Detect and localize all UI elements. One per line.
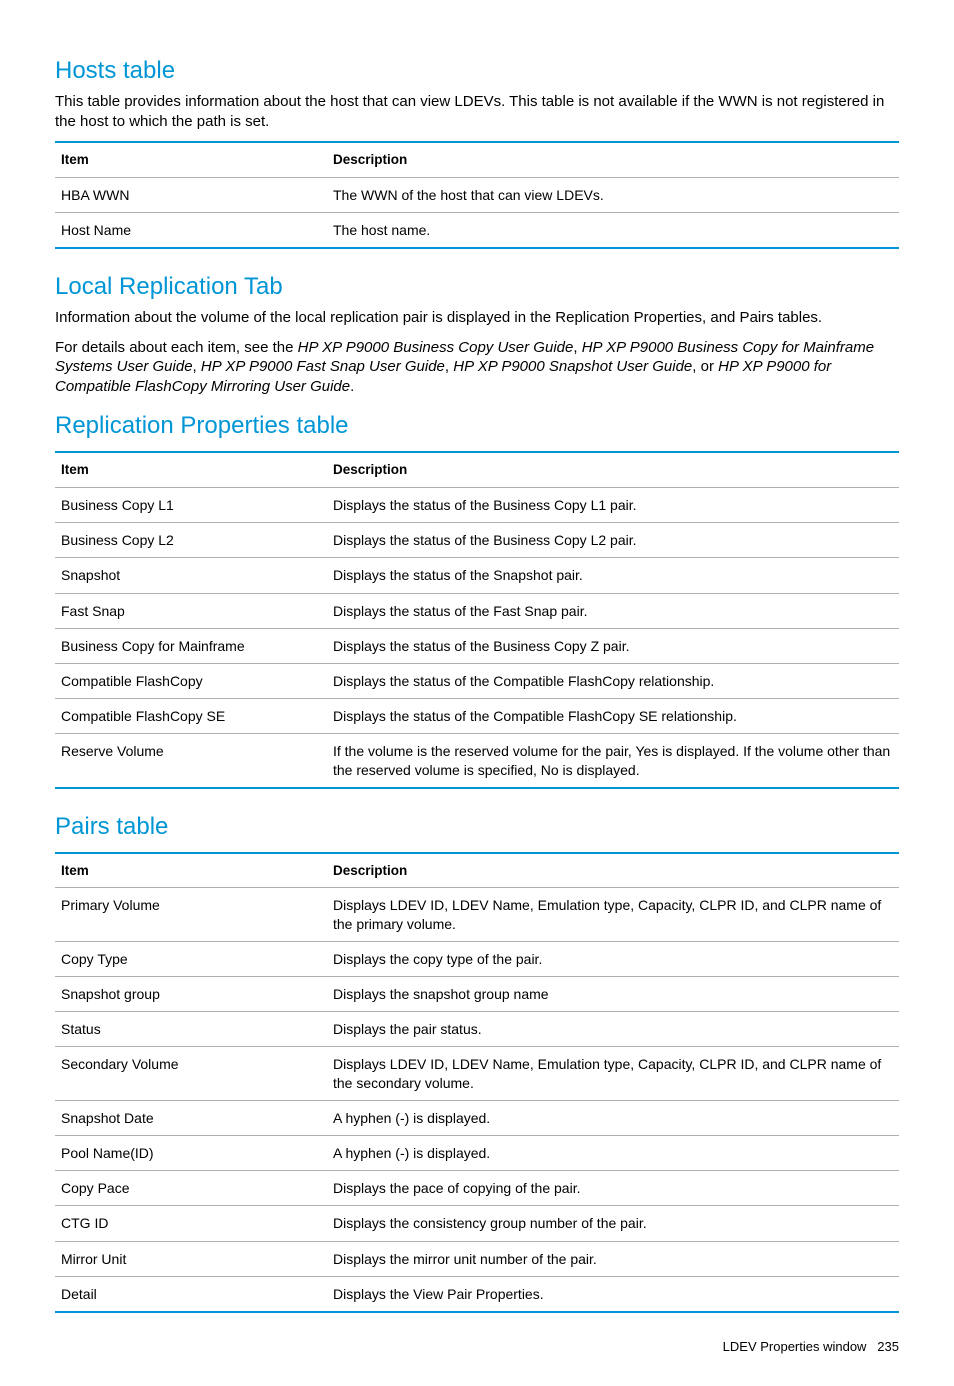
footer-page: 235 <box>877 1339 899 1354</box>
heading-pairs-table: Pairs table <box>55 811 899 842</box>
cell-description: Displays LDEV ID, LDEV Name, Emulation t… <box>327 1047 899 1100</box>
heading-replication-properties: Replication Properties table <box>55 410 899 441</box>
replication-properties-table: Item Description Business Copy L1Display… <box>55 451 899 788</box>
col-description: Description <box>327 142 899 177</box>
table-row: Business Copy L2Displays the status of t… <box>55 523 899 558</box>
cell-description: Displays the status of the Business Copy… <box>327 628 899 663</box>
paragraph-localrep-refs: For details about each item, see the HP … <box>55 338 899 397</box>
table-row: Reserve VolumeIf the volume is the reser… <box>55 734 899 788</box>
cell-description: Displays the pair status. <box>327 1012 899 1047</box>
cell-description: Displays the status of the Snapshot pair… <box>327 558 899 593</box>
cell-item: Snapshot Date <box>55 1100 327 1135</box>
table-row: StatusDisplays the pair status. <box>55 1012 899 1047</box>
cell-description: Displays the snapshot group name <box>327 977 899 1012</box>
cell-description: Displays the copy type of the pair. <box>327 941 899 976</box>
paragraph-localrep-body: Information about the volume of the loca… <box>55 308 899 328</box>
cell-item: Copy Type <box>55 941 327 976</box>
table-row: Copy TypeDisplays the copy type of the p… <box>55 941 899 976</box>
cell-description: Displays the status of the Compatible Fl… <box>327 663 899 698</box>
table-row: Fast SnapDisplays the status of the Fast… <box>55 593 899 628</box>
cell-item: Business Copy L2 <box>55 523 327 558</box>
refs-or: , or <box>692 358 718 375</box>
col-item: Item <box>55 452 327 487</box>
paragraph-hosts-body: This table provides information about th… <box>55 92 899 131</box>
cell-description: A hyphen (-) is displayed. <box>327 1100 899 1135</box>
cell-item: Detail <box>55 1276 327 1312</box>
cell-item: Pool Name(ID) <box>55 1135 327 1170</box>
cell-description: The WWN of the host that can view LDEVs. <box>327 177 899 212</box>
cell-description: Displays the status of the Business Copy… <box>327 488 899 523</box>
hosts-table: Item Description HBA WWNThe WWN of the h… <box>55 141 899 249</box>
table-row: Pool Name(ID)A hyphen (-) is displayed. <box>55 1135 899 1170</box>
cell-description: Displays the status of the Business Copy… <box>327 523 899 558</box>
comma: , <box>573 339 581 356</box>
pairs-table-body: Primary VolumeDisplays LDEV ID, LDEV Nam… <box>55 888 899 1312</box>
pairs-table: Item Description Primary VolumeDisplays … <box>55 852 899 1313</box>
table-row: Business Copy L1Displays the status of t… <box>55 488 899 523</box>
table-row: Business Copy for MainframeDisplays the … <box>55 628 899 663</box>
cell-description: Displays the View Pair Properties. <box>327 1276 899 1312</box>
cell-description: Displays the consistency group number of… <box>327 1206 899 1241</box>
col-description: Description <box>327 452 899 487</box>
cell-description: Displays the pace of copying of the pair… <box>327 1171 899 1206</box>
cell-item: Status <box>55 1012 327 1047</box>
refs-prefix: For details about each item, see the <box>55 339 298 356</box>
cell-item: Reserve Volume <box>55 734 327 788</box>
repprops-table-body: Business Copy L1Displays the status of t… <box>55 488 899 788</box>
comma: , <box>445 358 453 375</box>
cell-item: Snapshot group <box>55 977 327 1012</box>
table-row: Compatible FlashCopy SEDisplays the stat… <box>55 699 899 734</box>
refs-item: HP XP P9000 Business Copy User Guide <box>298 339 574 356</box>
refs-item: HP XP P9000 Fast Snap User Guide <box>201 358 445 375</box>
cell-item: Compatible FlashCopy <box>55 663 327 698</box>
heading-hosts-table: Hosts table <box>55 55 899 86</box>
table-row: DetailDisplays the View Pair Properties. <box>55 1276 899 1312</box>
heading-local-replication: Local Replication Tab <box>55 271 899 302</box>
refs-item: HP XP P9000 Snapshot User Guide <box>453 358 692 375</box>
cell-item: CTG ID <box>55 1206 327 1241</box>
cell-item: Fast Snap <box>55 593 327 628</box>
table-row: Host NameThe host name. <box>55 212 899 248</box>
cell-item: Secondary Volume <box>55 1047 327 1100</box>
page-footer: LDEV Properties window 235 <box>55 1339 899 1356</box>
cell-description: A hyphen (-) is displayed. <box>327 1135 899 1170</box>
table-row: HBA WWNThe WWN of the host that can view… <box>55 177 899 212</box>
cell-item: Primary Volume <box>55 888 327 941</box>
cell-item: Business Copy for Mainframe <box>55 628 327 663</box>
cell-description: If the volume is the reserved volume for… <box>327 734 899 788</box>
hosts-table-body: HBA WWNThe WWN of the host that can view… <box>55 177 899 248</box>
cell-item: Host Name <box>55 212 327 248</box>
footer-title: LDEV Properties window <box>723 1339 867 1354</box>
table-row: Primary VolumeDisplays LDEV ID, LDEV Nam… <box>55 888 899 941</box>
table-row: Copy PaceDisplays the pace of copying of… <box>55 1171 899 1206</box>
cell-item: HBA WWN <box>55 177 327 212</box>
cell-description: The host name. <box>327 212 899 248</box>
cell-item: Copy Pace <box>55 1171 327 1206</box>
table-row: Compatible FlashCopyDisplays the status … <box>55 663 899 698</box>
col-item: Item <box>55 142 327 177</box>
comma: , <box>193 358 201 375</box>
cell-description: Displays the status of the Fast Snap pai… <box>327 593 899 628</box>
cell-description: Displays LDEV ID, LDEV Name, Emulation t… <box>327 888 899 941</box>
cell-item: Snapshot <box>55 558 327 593</box>
table-row: CTG IDDisplays the consistency group num… <box>55 1206 899 1241</box>
table-row: Snapshot DateA hyphen (-) is displayed. <box>55 1100 899 1135</box>
cell-item: Compatible FlashCopy SE <box>55 699 327 734</box>
table-row: Secondary VolumeDisplays LDEV ID, LDEV N… <box>55 1047 899 1100</box>
table-row: SnapshotDisplays the status of the Snaps… <box>55 558 899 593</box>
cell-item: Business Copy L1 <box>55 488 327 523</box>
col-description: Description <box>327 853 899 888</box>
table-row: Snapshot groupDisplays the snapshot grou… <box>55 977 899 1012</box>
cell-description: Displays the status of the Compatible Fl… <box>327 699 899 734</box>
refs-suffix: . <box>350 378 354 395</box>
col-item: Item <box>55 853 327 888</box>
